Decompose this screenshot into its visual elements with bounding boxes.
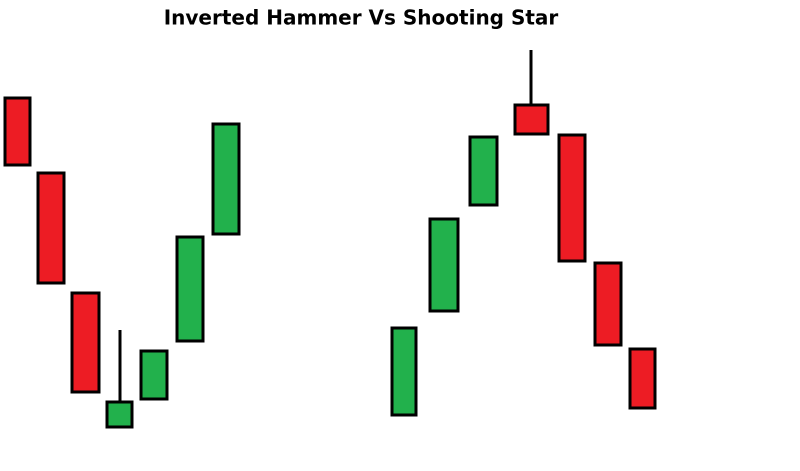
candle	[513, 103, 550, 136]
candle	[628, 347, 657, 410]
candle	[70, 291, 101, 394]
candle	[139, 349, 169, 401]
candle	[390, 326, 418, 417]
candle	[557, 133, 587, 263]
candle	[105, 400, 134, 429]
candle	[428, 217, 460, 313]
uptrend-shooting-star	[390, 50, 657, 417]
candle	[211, 122, 241, 236]
candle	[468, 135, 499, 207]
candle	[3, 96, 32, 167]
title: Inverted Hammer Vs Shooting Star	[164, 6, 559, 30]
candle	[36, 171, 66, 285]
candle	[593, 261, 623, 347]
candle	[175, 235, 205, 343]
downtrend-inverted-hammer	[3, 96, 241, 429]
